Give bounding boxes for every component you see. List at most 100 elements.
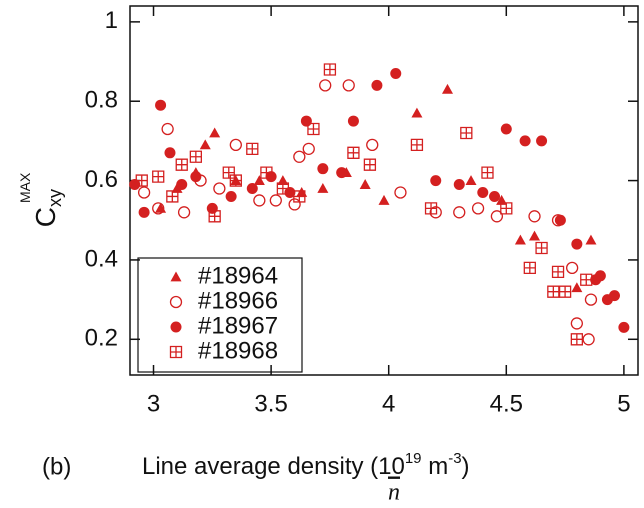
point — [300, 115, 312, 127]
point — [323, 63, 337, 76]
point — [137, 186, 151, 199]
point — [161, 122, 174, 136]
point — [570, 333, 584, 346]
point — [307, 122, 320, 136]
point — [584, 293, 598, 306]
point — [209, 127, 221, 138]
x-label-sup: -3 — [448, 450, 461, 467]
point — [453, 206, 466, 219]
legend-label: #18964 — [198, 262, 278, 289]
y-tick-label: 0.2 — [85, 325, 118, 352]
point — [152, 202, 165, 215]
point — [500, 202, 513, 215]
below-label: n — [388, 480, 400, 506]
point — [302, 142, 315, 155]
legend-label: #18966 — [198, 287, 278, 314]
point — [225, 190, 237, 202]
point — [135, 174, 148, 187]
point — [222, 166, 235, 179]
point — [529, 230, 541, 241]
legend-marker — [170, 321, 182, 333]
point — [429, 206, 442, 219]
x-axis-label: Line average density (1019 m-3) — [142, 450, 470, 480]
x-tick-label: 4.5 — [490, 390, 523, 417]
point — [536, 135, 548, 147]
point — [519, 135, 531, 147]
point — [229, 138, 242, 152]
point — [189, 150, 203, 163]
point — [288, 198, 301, 211]
point — [571, 282, 583, 293]
point — [342, 79, 355, 92]
point — [490, 210, 504, 223]
x-tick-label: 4 — [382, 390, 395, 417]
point — [296, 186, 308, 197]
y-tick-label: 0.6 — [85, 166, 118, 193]
point — [284, 186, 296, 198]
legend-label: #18967 — [198, 312, 278, 339]
point — [528, 210, 541, 223]
point — [152, 170, 165, 183]
panel-label: (b) — [42, 453, 71, 480]
point — [246, 183, 258, 195]
point — [430, 175, 442, 187]
point — [558, 285, 572, 298]
point — [481, 166, 494, 179]
point — [514, 234, 526, 245]
point — [177, 206, 191, 219]
point — [424, 202, 438, 215]
point — [246, 142, 259, 155]
point — [265, 171, 277, 183]
point — [571, 238, 583, 250]
point — [206, 202, 218, 214]
point — [293, 190, 306, 203]
point — [547, 285, 560, 298]
point — [570, 317, 584, 330]
y-label-sup: MAX — [17, 172, 33, 203]
point — [363, 158, 377, 171]
point — [190, 171, 202, 183]
plot-frame — [129, 5, 639, 376]
point — [410, 138, 424, 152]
point — [138, 206, 150, 218]
point — [554, 214, 566, 226]
point — [269, 194, 282, 207]
point — [551, 265, 565, 278]
point — [366, 138, 379, 152]
point — [317, 183, 329, 193]
y-tick-label: 0.8 — [85, 87, 118, 114]
point — [535, 241, 548, 255]
point — [453, 179, 465, 191]
legend-label: #18968 — [198, 337, 278, 364]
point — [347, 146, 360, 159]
point — [176, 179, 188, 191]
y-label-main: C — [30, 207, 61, 227]
point — [608, 290, 620, 302]
point — [155, 202, 167, 213]
point — [164, 147, 176, 159]
y-tick-label: 1 — [105, 7, 118, 34]
point — [411, 107, 423, 118]
x-label-sup: 19 — [405, 450, 422, 467]
point — [347, 115, 359, 127]
point — [276, 182, 290, 195]
point — [336, 167, 348, 179]
legend-marker — [169, 345, 183, 359]
x-tick-label: 3.5 — [254, 390, 287, 417]
legend-marker — [170, 271, 182, 282]
point — [390, 67, 402, 79]
point — [253, 175, 265, 185]
x-label-end: ) — [462, 453, 470, 480]
point — [471, 202, 485, 215]
point — [260, 166, 273, 179]
point — [129, 179, 141, 191]
legend-box — [137, 257, 303, 373]
point — [394, 186, 407, 199]
point — [199, 139, 211, 150]
x-label-mid: m — [422, 453, 449, 480]
x-tick-label: 5 — [617, 390, 630, 417]
x-tick-label: 3 — [147, 390, 160, 417]
point — [582, 333, 595, 346]
y-tick-label: 0.4 — [85, 245, 118, 272]
